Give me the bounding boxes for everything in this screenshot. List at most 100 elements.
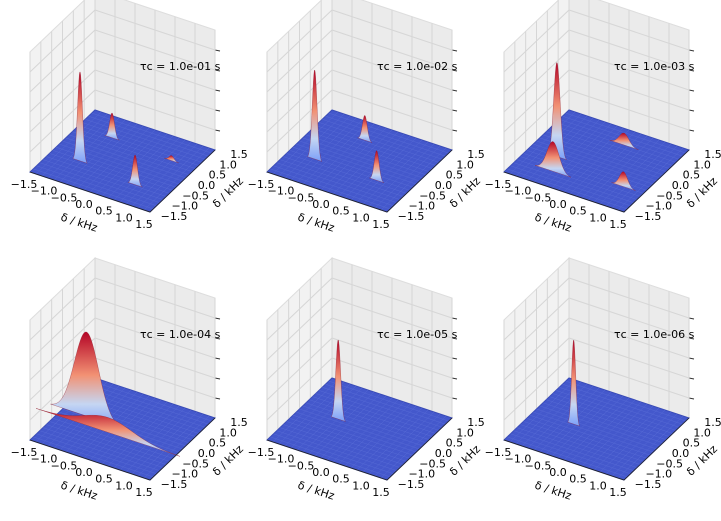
surface-mesh <box>542 402 664 443</box>
y-tick-label: 0.0 <box>672 447 690 460</box>
surface-mesh <box>605 411 672 475</box>
surface-mesh <box>88 384 209 425</box>
x-tick-label: −1.0 <box>505 453 532 466</box>
surface-mesh <box>328 380 449 422</box>
y-tick-label: 1.5 <box>467 416 485 429</box>
surface-mesh <box>299 408 420 450</box>
y-tick-label: −1.0 <box>171 200 198 213</box>
z-tick <box>451 129 458 132</box>
annotation: τc = 1.0e-03 s <box>614 60 695 73</box>
y-tick-label: 0.0 <box>435 447 453 460</box>
y-tick-label: 1.0 <box>219 426 237 439</box>
surface-mesh <box>113 405 180 469</box>
y-tick-label: −0.5 <box>419 189 446 202</box>
surface-mesh <box>88 116 209 157</box>
surface-mesh <box>549 128 670 169</box>
y-tick-label: −1.0 <box>408 468 435 481</box>
surface-mesh <box>328 112 449 154</box>
z-tick <box>214 109 221 112</box>
surface-mesh <box>549 396 670 437</box>
surface-mesh <box>338 133 405 197</box>
surface-mesh <box>593 407 660 471</box>
x-tick-label: −1.5 <box>485 178 512 191</box>
y-tick-label: −1.0 <box>645 200 672 213</box>
surface-peak <box>307 69 323 162</box>
y-tick-label: −0.5 <box>656 189 683 202</box>
y-tick-label: 0.5 <box>683 169 701 182</box>
y-tick-label: 0.5 <box>446 169 464 182</box>
z-tick <box>688 357 695 360</box>
y-tick-label: −0.5 <box>182 189 209 202</box>
x-tick-label: −1.5 <box>485 446 512 459</box>
z-tick <box>214 397 221 400</box>
panel: −1.5−1.0−0.50.00.51.01.5−1.5−1.0−0.50.00… <box>485 256 721 503</box>
z-tick <box>214 317 221 320</box>
z-tick <box>451 49 458 52</box>
surface-peak <box>127 154 143 188</box>
surface-mesh <box>374 413 441 477</box>
surface-mesh <box>131 143 198 207</box>
surface-mesh <box>605 143 672 207</box>
y-tick-label: −0.5 <box>419 457 446 470</box>
x-axis-label: δ / kHz <box>59 211 99 235</box>
x-tick-label: 1.5 <box>372 486 390 499</box>
surface-mesh <box>356 407 423 471</box>
z-tick <box>451 109 458 112</box>
y-tick-label: −1.5 <box>398 478 425 491</box>
surface-mesh <box>546 399 667 440</box>
y-tick-label: −0.5 <box>656 457 683 470</box>
surface-mesh <box>565 380 686 422</box>
surface-mesh <box>309 131 430 172</box>
z-tick <box>214 89 221 92</box>
x-tick-label: −0.5 <box>525 459 552 472</box>
x-tick-label: −1.0 <box>268 185 295 198</box>
surface-mesh <box>559 387 680 428</box>
surface-mesh <box>581 135 648 199</box>
x-tick-label: 1.0 <box>115 211 133 224</box>
surface-mesh <box>137 413 204 477</box>
surface-mesh <box>593 139 660 203</box>
z-tick <box>214 69 221 72</box>
annotation: τc = 1.0e-04 s <box>140 328 221 341</box>
surface-mesh <box>322 119 443 160</box>
surface-peak <box>611 171 636 191</box>
surface-mesh <box>332 131 399 195</box>
surface-mesh <box>305 134 427 175</box>
surface-mesh <box>546 131 667 172</box>
annotation: τc = 1.0e-01 s <box>140 60 221 73</box>
y-tick-label: 1.5 <box>230 416 248 429</box>
x-axis-label: δ / kHz <box>296 211 336 235</box>
surface-mesh <box>125 409 192 473</box>
surface-mesh <box>380 415 447 479</box>
surface-mesh <box>131 411 198 475</box>
surface-mesh <box>137 145 204 209</box>
surface-mesh <box>302 137 423 179</box>
surface-mesh <box>542 134 664 175</box>
surface-mesh <box>344 403 411 467</box>
annotation: τc = 1.0e-06 s <box>614 328 695 341</box>
z-tick <box>451 317 458 320</box>
surface-peak <box>357 115 373 143</box>
x-tick-label: 0.5 <box>332 473 350 486</box>
axis-line <box>29 149 216 213</box>
x-tick-label: −0.5 <box>288 191 315 204</box>
surface-mesh <box>569 399 636 463</box>
z-tick <box>214 49 221 52</box>
x-tick-label: 1.5 <box>372 218 390 231</box>
surface-mesh <box>575 401 642 465</box>
x-axis-label: δ / kHz <box>296 479 336 503</box>
x-axis-label: δ / kHz <box>533 211 573 235</box>
surface-mesh <box>143 147 210 211</box>
x-tick-label: 0.0 <box>312 466 330 479</box>
surface-mesh <box>356 139 423 203</box>
surface-mesh <box>72 131 193 172</box>
surface-mesh <box>325 116 446 157</box>
surface-peak <box>35 408 181 457</box>
x-tick-label: −1.5 <box>248 446 275 459</box>
surface-mesh <box>85 387 206 428</box>
surface-mesh <box>611 145 678 209</box>
y-tick-label: −1.5 <box>161 210 188 223</box>
surface-mesh <box>81 122 203 163</box>
surface-mesh <box>312 128 433 169</box>
surface-mesh <box>119 139 186 203</box>
